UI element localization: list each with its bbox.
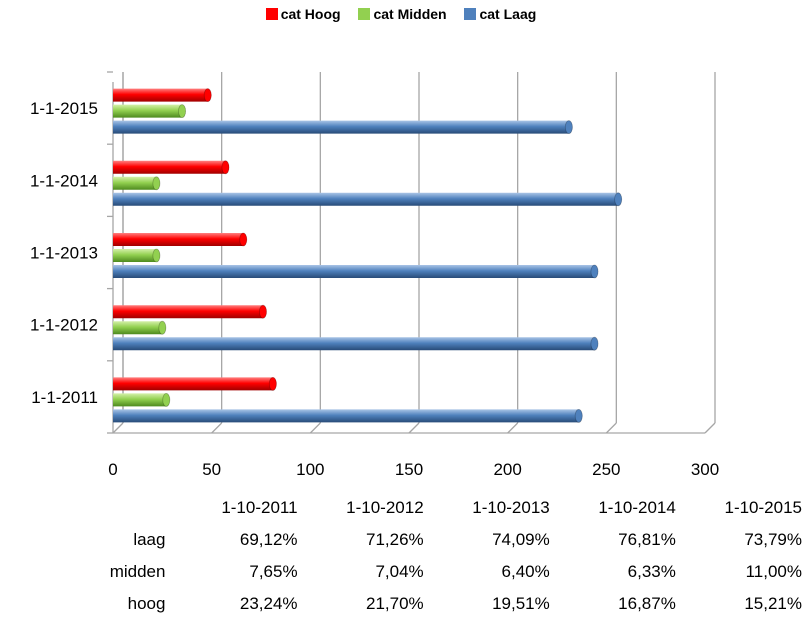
bar-cap-midden [162,392,171,407]
table-cell: 74,09% [492,530,550,549]
table-cell: 23,24% [239,594,298,613]
bar-midden [113,249,160,262]
table-row-hoog: hoog 23,24% 21,70% 19,51% 16,87% 15,21% [70,588,802,620]
table-row-midden: midden 7,65% 7,04% 6,40% 6,33% 11,00% [70,556,802,588]
x-tick-label-200: 200 [493,460,521,479]
x-tick-label-0: 0 [108,460,117,479]
bar-cap-midden [152,248,161,263]
gridline-diagonal-100 [309,422,321,434]
bar-cap-hoog [239,232,248,247]
bar-midden [113,104,186,118]
table-column-header: 1-10-2012 [346,498,424,517]
legend-label-laag: cat Laag [479,6,537,22]
table-cell: 6,33% [627,562,676,581]
bar-midden [113,176,160,190]
table-cell: 76,81% [618,530,676,549]
percentage-table: 1-10-2011 1-10-2012 1-10-2013 1-10-2014 1-10… [70,492,802,620]
bar-cap-laag [614,192,623,207]
chart-legend: cat Hoog cat Midden cat Laag [0,6,802,22]
bar-cap-hoog [268,376,277,391]
legend-swatch-laag [464,8,477,20]
y-category-label: 1-1-2015 [30,99,98,118]
x-tick-label-250: 250 [592,460,620,479]
legend-swatch-hoog [265,8,278,20]
table-cell: 7,65% [249,562,298,581]
table-cell: 7,04% [375,562,424,581]
legend-label-hoog: cat Hoog [280,6,341,22]
x-tick-label-50: 50 [202,460,221,479]
table-cell: 71,26% [365,530,424,549]
bar-hoog [113,233,247,246]
table-cell: 11,00% [745,562,802,581]
table-cell: 16,87% [618,594,676,613]
bar-cap-midden [152,176,161,191]
table-cell: 73,79% [744,530,802,549]
bar-hoog [113,160,230,174]
legend-item-laag: cat Laag [464,6,536,22]
table-row-label: laag [133,530,166,549]
legend-item-hoog: cat Hoog [265,6,341,22]
table-column-header: 1-10-2013 [472,498,550,517]
percentage-table-body: 1-10-2011 1-10-2012 1-10-2013 1-10-2014 1-10… [70,492,802,620]
x-tick-label-150: 150 [395,460,423,479]
gridline-diagonal-50 [211,422,223,434]
legend-label-midden: cat Midden [373,6,447,22]
table-row-label: hoog [127,594,166,613]
table-cell: 6,40% [501,562,550,581]
table-row-label: midden [109,562,166,581]
bar-cap-midden [178,104,187,118]
bar-cap-hoog [258,304,267,319]
legend-item-midden: cat Midden [358,6,447,22]
bar-layer [113,88,623,423]
gridline-diagonal-150 [408,422,420,434]
y-category-label: 1-1-2011 [31,388,98,407]
bar-chart: 0 50 100 150 200 250 300 1-1-2015 1-1-2014 1-1-20… [30,71,719,479]
legend-swatch-midden [358,8,371,20]
table-column-header: 1-10-2015 [724,498,802,517]
table-cell: 21,70% [365,594,424,613]
table-cell: 19,51% [492,594,550,613]
bar-laag [113,265,599,278]
bar-cap-hoog [203,88,212,102]
bar-cap-laag [590,264,599,279]
bar-cap-laag [590,336,599,351]
bar-midden [113,321,166,335]
table-header-row: 1-10-2011 1-10-2012 1-10-2013 1-10-2014 1-10… [70,492,802,524]
bar-hoog [113,305,267,319]
bar-hoog [113,377,277,391]
bar-laag [113,409,583,423]
table-corner-cell [70,492,171,524]
gridline-diagonal-250 [605,422,617,434]
table-column-header: 1-10-2014 [598,498,676,517]
table-cell: 69,12% [239,530,298,549]
table-row-laag: laag 69,12% 71,26% 74,09% 76,81% 73,79% [70,524,802,556]
bar-laag [113,120,573,134]
y-category-label: 1-1-2014 [30,171,98,190]
table-column-header: 1-10-2011 [221,498,298,517]
x-tick-label-100: 100 [296,460,324,479]
bar-cap-laag [574,408,583,423]
bar-midden [113,393,170,407]
bar-laag [113,192,622,206]
bar-cap-midden [158,320,167,335]
gridline-diagonal-300 [704,422,716,434]
x-tick-label-300: 300 [691,460,719,479]
bar-hoog [113,88,212,102]
y-category-label: 1-1-2013 [30,244,98,263]
bar-laag [113,337,599,351]
bar-cap-hoog [221,160,230,175]
gridline-diagonal-0 [112,422,124,434]
table-cell: 15,21% [744,594,802,613]
label-layer: 0 50 100 150 200 250 300 1-1-2015 1-1-2014 1-1-20… [30,99,719,479]
gridline-diagonal-200 [507,422,519,434]
y-category-label: 1-1-2012 [30,316,98,335]
bar-cap-laag [564,120,573,134]
